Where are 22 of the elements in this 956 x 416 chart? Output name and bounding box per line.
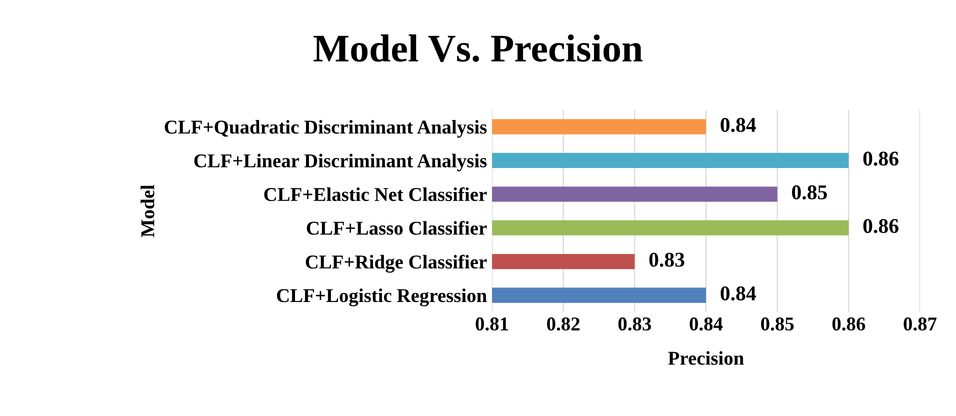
y-tick-label: CLF+Ridge Classifier [306,254,487,273]
data-label: 0.85 [792,185,827,200]
y-tick-label: CLF+Logistic Regression [276,288,487,306]
x-tick-label: 0.81 [476,317,508,331]
x-tick-label: 0.87 [904,317,937,331]
x-tick-label: 0.84 [690,317,723,331]
data-label: 0.86 [863,152,898,166]
data-label: 0.83 [649,252,684,267]
chart-title: Model Vs. Precision [314,34,643,62]
data-label: 0.84 [720,118,756,132]
y-tick-label: CLF+Elastic Net Classifier [264,187,487,202]
y-tick-label: CLF+Quadratic Discriminant Analysis [164,120,487,138]
data-label: 0.84 [720,286,756,301]
x-tick-label: 0.85 [761,317,794,331]
y-axis-title: Model [140,184,154,238]
x-tick-label: 0.82 [547,317,580,331]
x-tick-label: 0.83 [618,317,652,331]
y-tick-label: CLF+Linear Discriminant Analysis [194,154,487,172]
data-label: 0.86 [863,219,898,234]
x-tick-label: 0.86 [832,317,866,331]
x-axis-title: Precision [668,351,744,365]
y-tick-label: CLF+Lasso Classifier [306,220,487,235]
